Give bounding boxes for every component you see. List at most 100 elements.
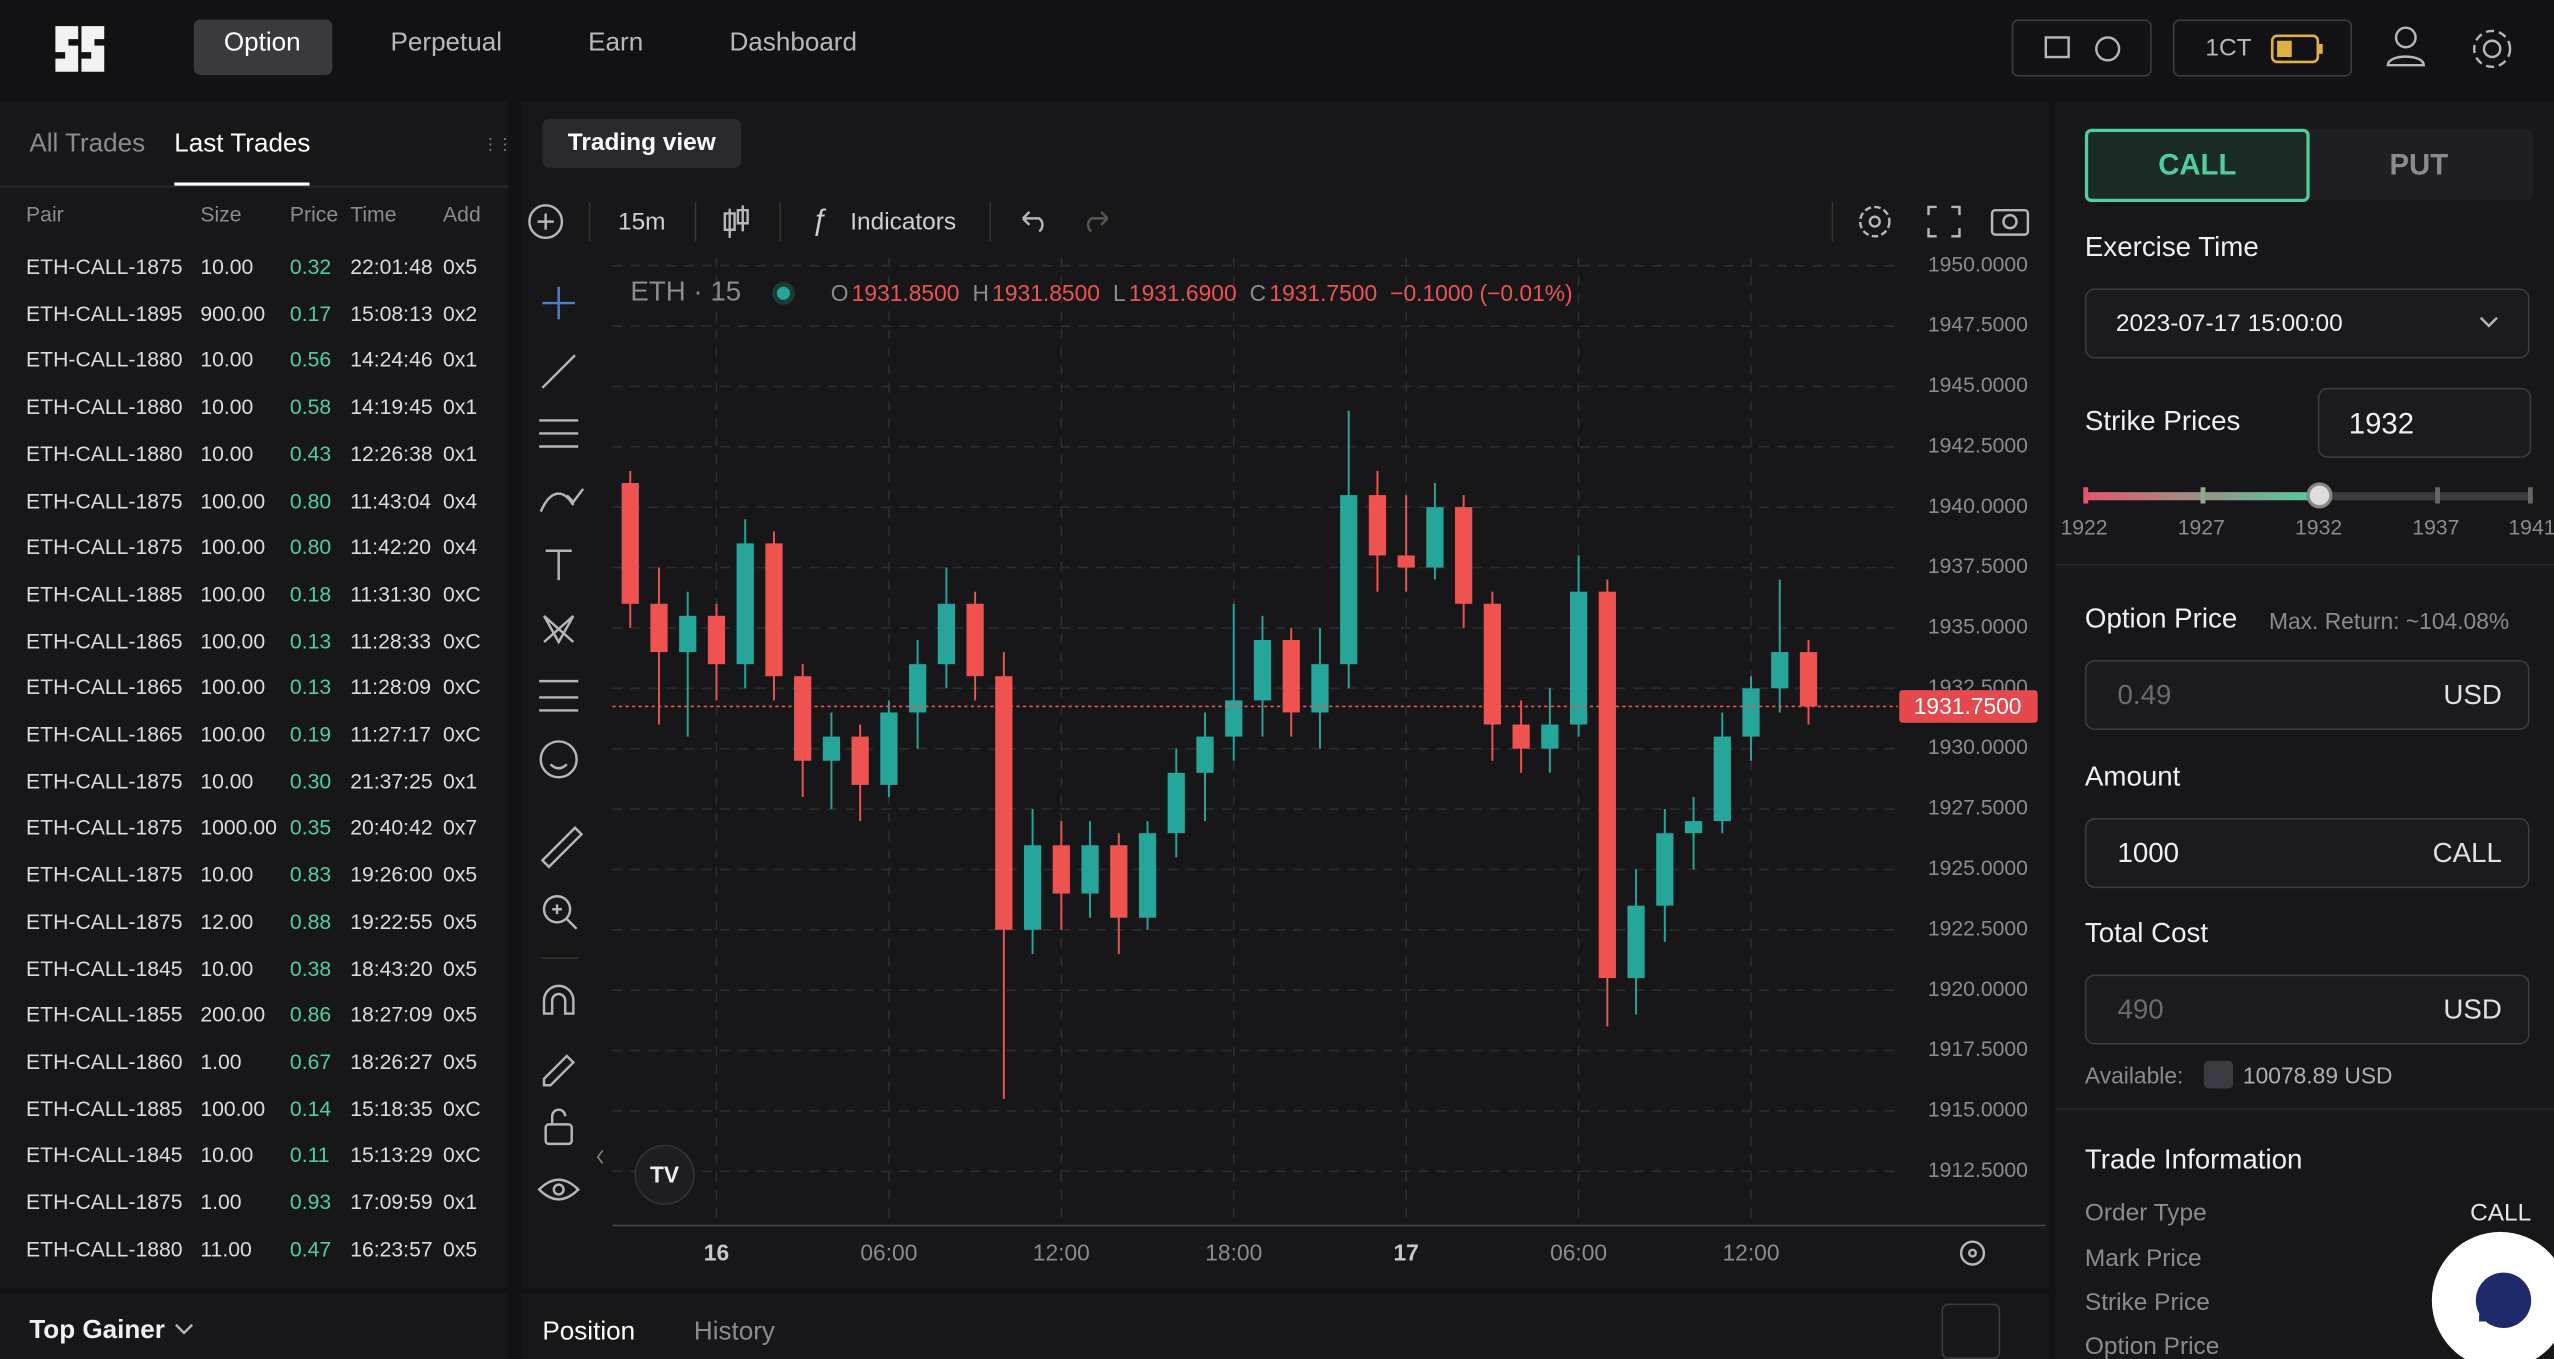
slider-tick: 1932 [2295, 514, 2343, 540]
logo[interactable] [49, 20, 111, 79]
candle-body [1713, 736, 1731, 822]
trade-cell: 11:28:09 [350, 675, 432, 700]
trade-cell: ETH-CALL-1880 [26, 394, 183, 419]
y-tick-label: 1912.5000 [1928, 1159, 2028, 1182]
one-click-button[interactable]: 1CT [2172, 19, 2353, 77]
chart-tab[interactable]: Trading view [568, 129, 717, 156]
strike-input[interactable]: 1932 [2317, 387, 2532, 458]
trade-cell: 0x5 [443, 1236, 478, 1261]
trade-cell: 0xC [443, 721, 481, 747]
call-button[interactable]: CALL [2084, 128, 2310, 203]
trade-price: 0.88 [289, 908, 332, 934]
drawing-toolbar[interactable]: TV [537, 286, 1986, 1266]
trade-cell: 0x1 [443, 394, 478, 419]
trade-cell: 0x5 [443, 254, 478, 279]
x-tick-label: 16 [704, 1240, 729, 1266]
trade-cell: ETH-CALL-1875 [26, 908, 183, 934]
trade-cell: ETH-CALL-1875 [26, 488, 183, 513]
trade-cell: ETH-CALL-1865 [26, 721, 183, 747]
trade-cell: ETH-CALL-1875 [26, 862, 183, 887]
swap-icon[interactable] [2203, 1060, 2234, 1089]
column-header: Price [289, 202, 339, 227]
trade-cell: 0x5 [443, 1049, 478, 1074]
candle-body [1483, 603, 1502, 725]
trade-cell: ETH-CALL-1880 [26, 441, 183, 466]
amount-input[interactable]: 1000 CALL [2084, 818, 2530, 889]
tab[interactable]: All Trades [29, 130, 146, 159]
user-settings-icons[interactable] [2381, 23, 2528, 75]
candle-body [1110, 845, 1128, 918]
positions-panel: Position History [521, 1293, 2050, 1359]
nav-item[interactable]: Earn [588, 29, 644, 58]
faucet-button[interactable] [2011, 19, 2152, 77]
trade-cell: 19:22:55 [350, 908, 433, 934]
candle-body [1799, 652, 1818, 707]
trade-cell: 10.00 [200, 768, 254, 794]
divider [0, 185, 509, 188]
trade-cell: 0x1 [443, 768, 478, 794]
ohlc-value: 1931.7500 [1269, 280, 1377, 306]
share-button[interactable] [1941, 1303, 2001, 1359]
x-tick-label: 18:00 [1205, 1240, 1262, 1266]
tab[interactable]: Position [542, 1318, 636, 1346]
nav-item[interactable]: Dashboard [729, 29, 857, 58]
input-value: 0.49 [2117, 679, 2172, 711]
top-gainer-panel: Top Gainer [0, 1293, 509, 1359]
tab[interactable]: Last Trades [174, 130, 311, 159]
trade-price: 0.14 [289, 1095, 332, 1121]
symbol: ETH · 15 [630, 276, 741, 307]
y-tick-label: 1950.0000 [1928, 253, 2028, 276]
trade-cell: 1000.00 [200, 815, 277, 840]
trade-cell: 0x4 [443, 488, 478, 513]
available-label: Available: [2084, 1062, 2184, 1089]
trade-cell: ETH-CALL-1885 [26, 1095, 183, 1121]
chart-group: Trading view 15m ƒ Indicators TV ETH · 1… [528, 118, 2046, 1266]
candle-body [1167, 772, 1185, 834]
candle-body [1253, 639, 1272, 701]
select[interactable]: 2023-07-17 15:00:00 [2084, 288, 2530, 359]
trade-cell: 11.00 [200, 1236, 252, 1261]
slider-tick: 1937 [2412, 514, 2460, 540]
candle-body [1023, 845, 1042, 930]
trade-cell: ETH-CALL-1860 [26, 1049, 183, 1074]
y-tick-label: 1935.0000 [1928, 616, 2028, 639]
chat-bubble[interactable] [2430, 1230, 2554, 1359]
y-tick-label: 1922.5000 [1928, 917, 2028, 940]
drag-handle[interactable]: ⋮⋮ [482, 136, 508, 155]
trade-cell: 10.00 [200, 1142, 254, 1168]
nav-item[interactable]: Option [223, 29, 301, 58]
trade-cell: 12.00 [200, 908, 254, 934]
section-title: Trade Information [2084, 1143, 2303, 1175]
put-button[interactable]: PUT [2389, 148, 2449, 181]
trade-cell: 0x1 [443, 1189, 478, 1214]
trade-cell: 15:18:35 [350, 1095, 433, 1121]
tab-bg [542, 118, 742, 168]
info-label: Order Type [2084, 1199, 2207, 1228]
trade-cell: 17:09:59 [350, 1189, 433, 1214]
strike-slider[interactable] [2056, 473, 2554, 548]
label: Option Price [2084, 602, 2238, 634]
trade-cell: 0xC [443, 675, 481, 700]
section-title[interactable]: Top Gainer [29, 1316, 165, 1345]
trade-price: 0.83 [289, 862, 332, 887]
candle-body [880, 712, 898, 785]
trade-price: 0.93 [289, 1189, 332, 1214]
label: Amount [2084, 760, 2181, 792]
trade-cell: ETH-CALL-1885 [26, 581, 183, 606]
candle-body [851, 736, 869, 785]
candle-body [1598, 591, 1616, 979]
trade-cell: 12:26:38 [350, 441, 433, 466]
trade-cell: ETH-CALL-1845 [26, 955, 183, 981]
interval[interactable]: 15m [618, 209, 666, 236]
indicators[interactable]: Indicators [850, 209, 956, 236]
nav-item[interactable]: Perpetual [390, 29, 503, 58]
trade-cell: 0x7 [443, 815, 478, 840]
trade-cell: 11:28:33 [350, 628, 432, 653]
tab-underline [174, 182, 310, 186]
trade-price: 0.13 [289, 675, 332, 700]
slider-tick: 1922 [2060, 514, 2108, 540]
tab[interactable]: History [693, 1318, 775, 1346]
candle-body [765, 543, 783, 677]
